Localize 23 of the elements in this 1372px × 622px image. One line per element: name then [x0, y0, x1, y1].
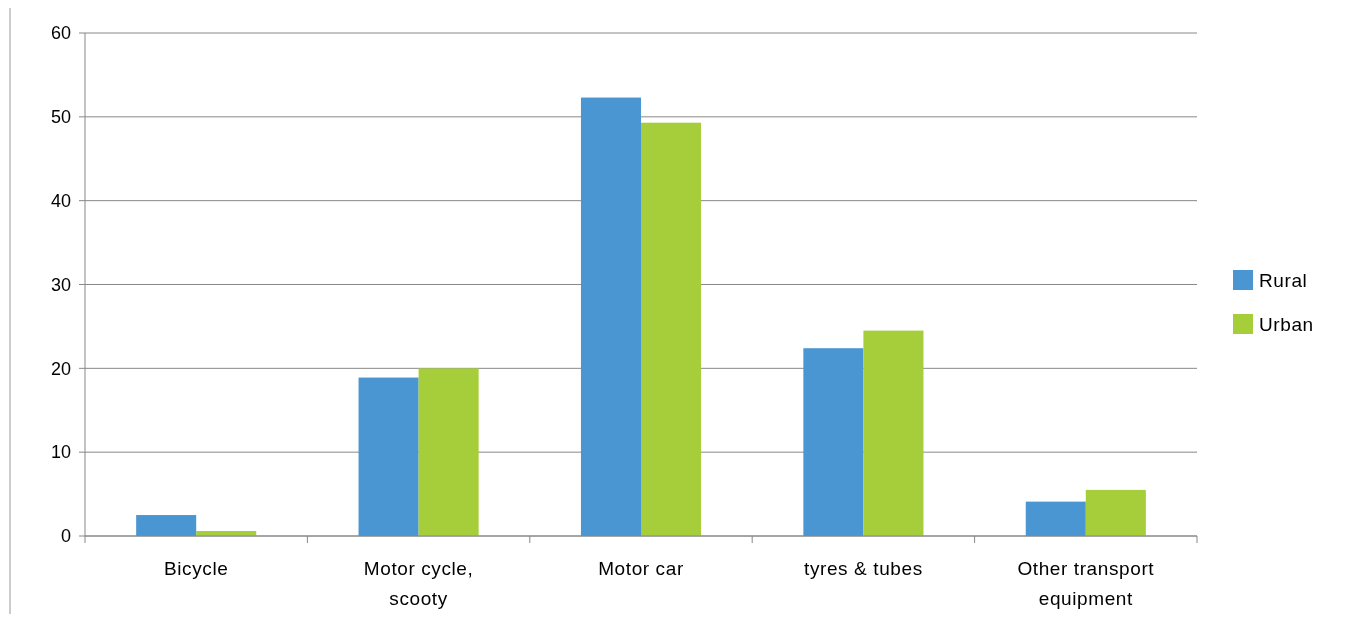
x-tick-label: tyres & tubes: [804, 558, 923, 579]
y-tick-label: 30: [50, 274, 71, 295]
bar: [418, 368, 479, 536]
y-tick-label: 40: [50, 190, 71, 211]
bar: [641, 122, 702, 536]
x-tick-label: Other transport equipment: [1017, 558, 1155, 609]
bar: [136, 515, 197, 536]
y-tick-label: 0: [60, 526, 71, 547]
x-tick-label: Bicycle: [164, 558, 229, 579]
bar: [358, 377, 419, 536]
bar: [863, 330, 924, 536]
x-tick-label: Motor car: [598, 558, 684, 579]
y-tick-label: 60: [50, 23, 71, 44]
x-tick-label: Motor cycle, scooty: [363, 558, 474, 609]
bar: [1085, 489, 1146, 536]
legend-label: Urban: [1259, 313, 1314, 335]
y-tick-label: 10: [50, 442, 71, 463]
y-tick-label: 20: [50, 358, 71, 379]
bar: [1025, 501, 1086, 536]
bar: [580, 97, 641, 536]
legend-label: Rural: [1259, 269, 1308, 291]
bar: [803, 348, 864, 536]
y-tick-label: 50: [50, 107, 71, 128]
